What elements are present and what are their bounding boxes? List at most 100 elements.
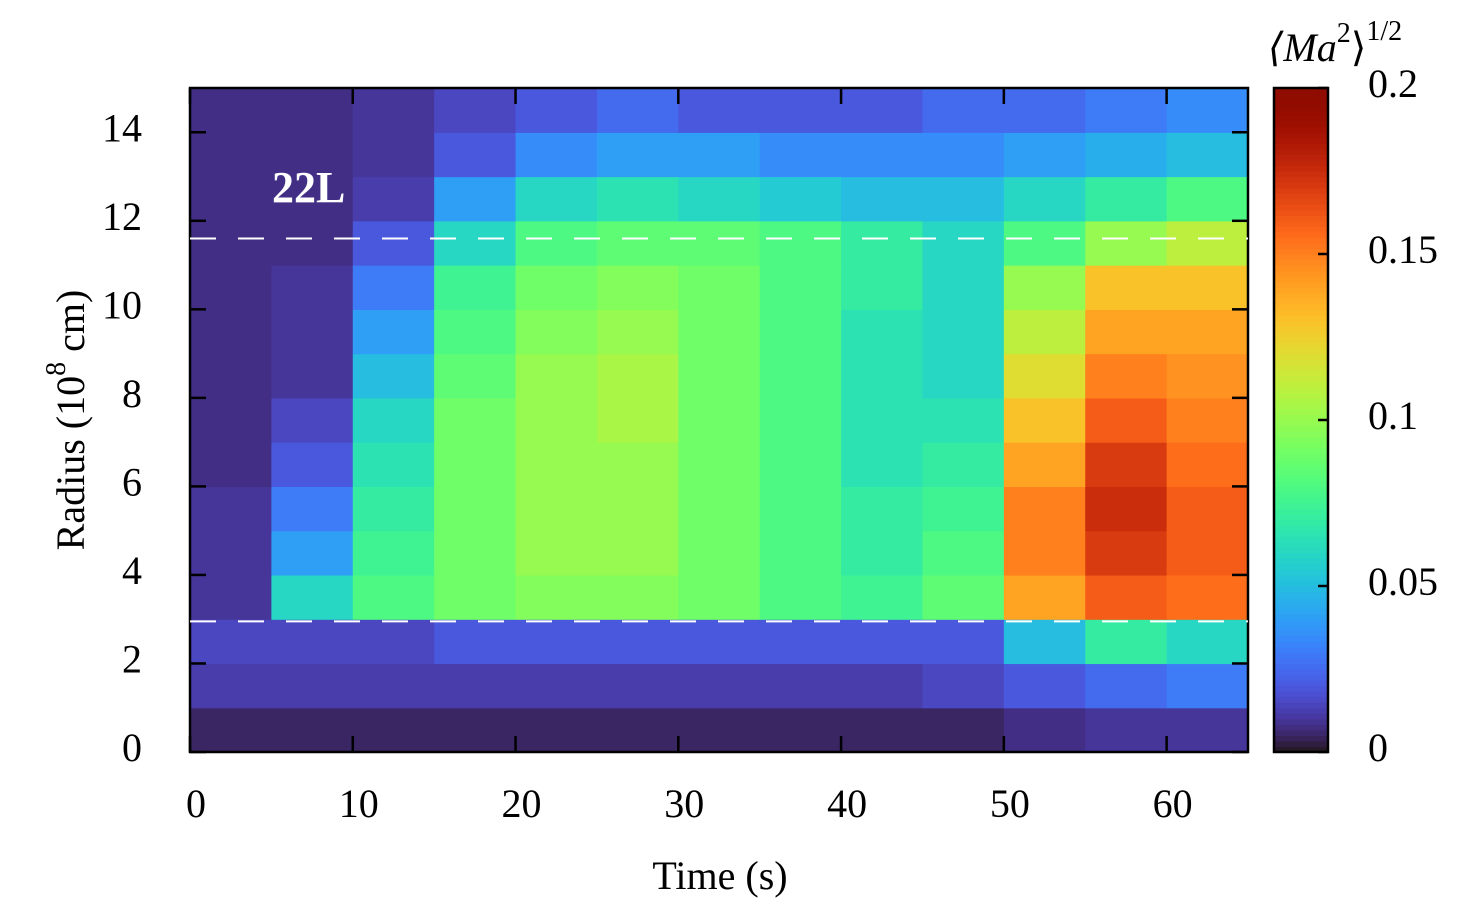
heatmap-cell (434, 220, 517, 266)
heatmap-cell (841, 88, 924, 133)
heatmap-cell (841, 265, 924, 310)
colorbar-step (1274, 298, 1328, 305)
colorbar-step (1274, 254, 1328, 261)
colorbar-step (1274, 187, 1328, 194)
heatmap-cell (271, 132, 354, 178)
colorbar-step (1274, 364, 1328, 371)
heatmap-cell (759, 707, 842, 753)
heatmap-cell (352, 397, 435, 443)
heatmap-cell (841, 309, 924, 355)
colorbar-step (1274, 674, 1328, 681)
heatmap-cell (678, 88, 761, 133)
heatmap-cell (515, 397, 598, 443)
colorbar-step (1274, 453, 1328, 460)
heatmap-cell (596, 220, 679, 266)
colorbar-step (1274, 663, 1328, 670)
colorbar-step (1274, 558, 1328, 565)
heatmap-cell (271, 707, 354, 753)
colorbar-step (1274, 165, 1328, 172)
heatmap-cell (352, 619, 435, 665)
heatmap-cell (922, 707, 1005, 753)
heatmap-cell (1166, 265, 1249, 310)
heatmap-cell (759, 132, 842, 178)
heatmap-cell (841, 619, 924, 665)
heatmap-cell (352, 574, 435, 620)
colorbar-step (1274, 171, 1328, 178)
heatmap-cell (515, 353, 598, 399)
heatmap-cell (841, 397, 924, 443)
colorbar-step (1274, 320, 1328, 327)
heatmap-cell (352, 442, 435, 487)
heatmap-cell (190, 353, 272, 399)
heatmap-cell (841, 707, 924, 753)
heatmap-cell (1085, 353, 1168, 399)
heatmap-cell (678, 132, 761, 178)
heatmap-cell (759, 619, 842, 665)
colorbar-tick-label: 0.2 (1368, 61, 1418, 106)
heatmap-cell (1166, 574, 1249, 620)
colorbar-step (1274, 220, 1328, 227)
heatmap-cell (1003, 176, 1086, 222)
colorbar-step (1274, 702, 1328, 709)
colorbar-step (1274, 414, 1328, 421)
heatmap-cell (352, 353, 435, 399)
colorbar-step (1274, 359, 1328, 366)
x-tick-label: 50 (990, 781, 1030, 826)
heatmap-cell (271, 619, 354, 665)
colorbar-step (1274, 276, 1328, 283)
heatmap-cell (841, 132, 924, 178)
heatmap-cell (434, 309, 517, 355)
y-tick-label: 0 (122, 725, 142, 770)
colorbar-step (1274, 248, 1328, 255)
colorbar-step (1274, 619, 1328, 626)
y-tick-label: 4 (122, 548, 142, 593)
colorbar-step (1274, 270, 1328, 277)
heatmap-cell (515, 619, 598, 665)
y-label-part: cm) (48, 290, 93, 362)
heatmap-cell (922, 397, 1005, 443)
heatmap-cell (271, 397, 354, 443)
colorbar-step (1274, 591, 1328, 598)
heatmap-cell (678, 707, 761, 753)
heatmap-cell (434, 265, 517, 310)
colorbar-step (1274, 265, 1328, 272)
colorbar-step (1274, 126, 1328, 133)
colorbar-step (1274, 303, 1328, 310)
heatmap-cell (759, 574, 842, 620)
heatmap-cell (596, 486, 679, 532)
colorbar-step (1274, 375, 1328, 382)
heatmap-cell (596, 530, 679, 576)
colorbar-step (1274, 198, 1328, 205)
colorbar-step (1274, 259, 1328, 266)
heatmap-cell (678, 530, 761, 576)
colorbar-step (1274, 746, 1328, 753)
colorbar-step (1274, 724, 1328, 731)
heatmap-cell (1085, 663, 1168, 709)
colorbar-step (1274, 137, 1328, 144)
y-tick-label: 6 (122, 460, 142, 505)
heatmap-cell (434, 88, 517, 133)
colorbar-step (1274, 392, 1328, 399)
colorbar-step (1274, 348, 1328, 355)
colorbar-step (1274, 602, 1328, 609)
heatmap-cell (759, 397, 842, 443)
colorbar-step (1274, 281, 1328, 288)
heatmap-cell (352, 530, 435, 576)
colorbar-step (1274, 397, 1328, 404)
heatmap-cell (434, 619, 517, 665)
heatmap-cell (596, 397, 679, 443)
heatmap-cell (759, 530, 842, 576)
y-tick-label: 8 (122, 371, 142, 416)
colorbar-step (1274, 735, 1328, 742)
colorbar-step (1274, 193, 1328, 200)
heatmap-cell (434, 574, 517, 620)
colorbar-step (1274, 718, 1328, 725)
colorbar-step (1274, 104, 1328, 111)
colorbar-step (1274, 431, 1328, 438)
heatmap-cell (1003, 530, 1086, 576)
colorbar-step (1274, 464, 1328, 471)
colorbar-step (1274, 657, 1328, 665)
heatmap-cell (1003, 663, 1086, 709)
colorbar-step (1274, 209, 1328, 216)
colorbar-step (1274, 237, 1328, 244)
